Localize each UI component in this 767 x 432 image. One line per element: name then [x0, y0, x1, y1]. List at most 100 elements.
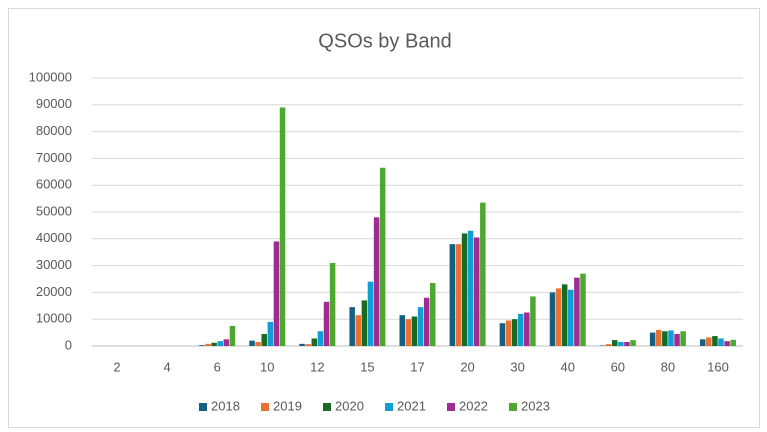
bar — [261, 333, 267, 346]
bar — [718, 338, 724, 346]
bar — [299, 343, 305, 346]
bar — [724, 341, 730, 346]
bar — [249, 340, 255, 346]
bar — [517, 313, 524, 346]
legend-swatch — [509, 403, 517, 411]
y-tick-label: 40000 — [36, 230, 72, 245]
bar — [499, 323, 506, 346]
bar — [630, 340, 636, 346]
bar — [649, 332, 656, 346]
x-tick-label: 160 — [707, 359, 729, 374]
y-tick-label: 100000 — [29, 69, 72, 84]
bar — [555, 288, 562, 346]
bar — [511, 319, 518, 346]
bar — [674, 333, 680, 346]
bar — [379, 167, 386, 346]
legend-label: 2021 — [397, 398, 426, 413]
bar — [405, 319, 412, 346]
legend-label: 2020 — [335, 398, 364, 413]
x-tick-label: 20 — [460, 359, 474, 374]
y-tick-label: 0 — [65, 337, 72, 352]
y-tick-label: 10000 — [36, 311, 72, 326]
bar — [599, 345, 606, 346]
bar — [199, 345, 205, 346]
bar — [524, 312, 530, 346]
bar — [473, 237, 480, 346]
bar — [730, 339, 736, 346]
bar — [618, 341, 624, 346]
legend-swatch — [385, 403, 393, 411]
bar — [699, 339, 706, 346]
legend-label: 2023 — [521, 398, 550, 413]
bar — [305, 344, 311, 346]
bar — [323, 301, 330, 346]
bar — [279, 107, 286, 346]
x-tick-label: 12 — [310, 359, 324, 374]
bar — [329, 262, 336, 346]
y-tick-label: 90000 — [36, 96, 72, 111]
bar — [680, 331, 686, 346]
bar — [505, 320, 512, 346]
bar — [712, 336, 718, 346]
bar — [355, 315, 362, 346]
bar — [530, 296, 536, 346]
y-tick-label: 50000 — [36, 203, 72, 218]
bar — [455, 244, 462, 346]
bar — [311, 338, 318, 346]
bar — [373, 217, 380, 346]
bar — [211, 342, 217, 346]
chart-title: QSOs by Band — [318, 30, 451, 52]
bar — [267, 321, 274, 346]
x-tick-label: 10 — [260, 359, 274, 374]
bar — [361, 300, 368, 346]
bar — [217, 341, 223, 346]
bar — [568, 289, 574, 346]
bar — [255, 341, 261, 346]
y-tick-label: 60000 — [36, 177, 72, 192]
legend-label: 2022 — [459, 398, 488, 413]
bar — [223, 339, 230, 346]
bar — [461, 233, 468, 346]
bar — [449, 244, 456, 346]
legend-swatch — [199, 403, 207, 411]
bar — [417, 307, 424, 346]
bar — [467, 230, 474, 346]
legend-label: 2018 — [211, 398, 240, 413]
x-tick-label: 6 — [214, 359, 221, 374]
legend-swatch — [261, 403, 269, 411]
bar — [423, 297, 430, 346]
y-tick-label: 30000 — [36, 257, 72, 272]
legend-label: 2019 — [273, 398, 302, 413]
legend-swatch — [447, 403, 455, 411]
bar — [411, 316, 418, 346]
bar — [624, 341, 630, 346]
bar — [706, 337, 712, 346]
legend-swatch — [323, 403, 331, 411]
x-tick-label: 15 — [360, 359, 374, 374]
bar — [549, 292, 556, 346]
x-tick-label: 40 — [560, 359, 574, 374]
bar — [574, 277, 580, 346]
bar — [605, 344, 612, 346]
y-tick-label: 80000 — [36, 123, 72, 138]
bar — [367, 281, 374, 346]
bar — [317, 331, 324, 346]
x-tick-label: 2 — [113, 359, 120, 374]
bar — [655, 329, 662, 346]
x-tick-label: 4 — [163, 359, 170, 374]
x-tick-label: 60 — [611, 359, 625, 374]
bar — [668, 330, 674, 346]
bar — [662, 331, 668, 346]
bar — [430, 283, 436, 346]
x-tick-label: 80 — [661, 359, 675, 374]
bar — [273, 241, 280, 346]
bar — [229, 325, 236, 346]
bar — [399, 315, 405, 346]
y-tick-label: 20000 — [36, 284, 72, 299]
x-tick-label: 17 — [410, 359, 424, 374]
bar — [561, 284, 568, 346]
y-tick-label: 70000 — [36, 150, 72, 165]
x-tick-label: 30 — [510, 359, 524, 374]
bar — [205, 343, 211, 346]
